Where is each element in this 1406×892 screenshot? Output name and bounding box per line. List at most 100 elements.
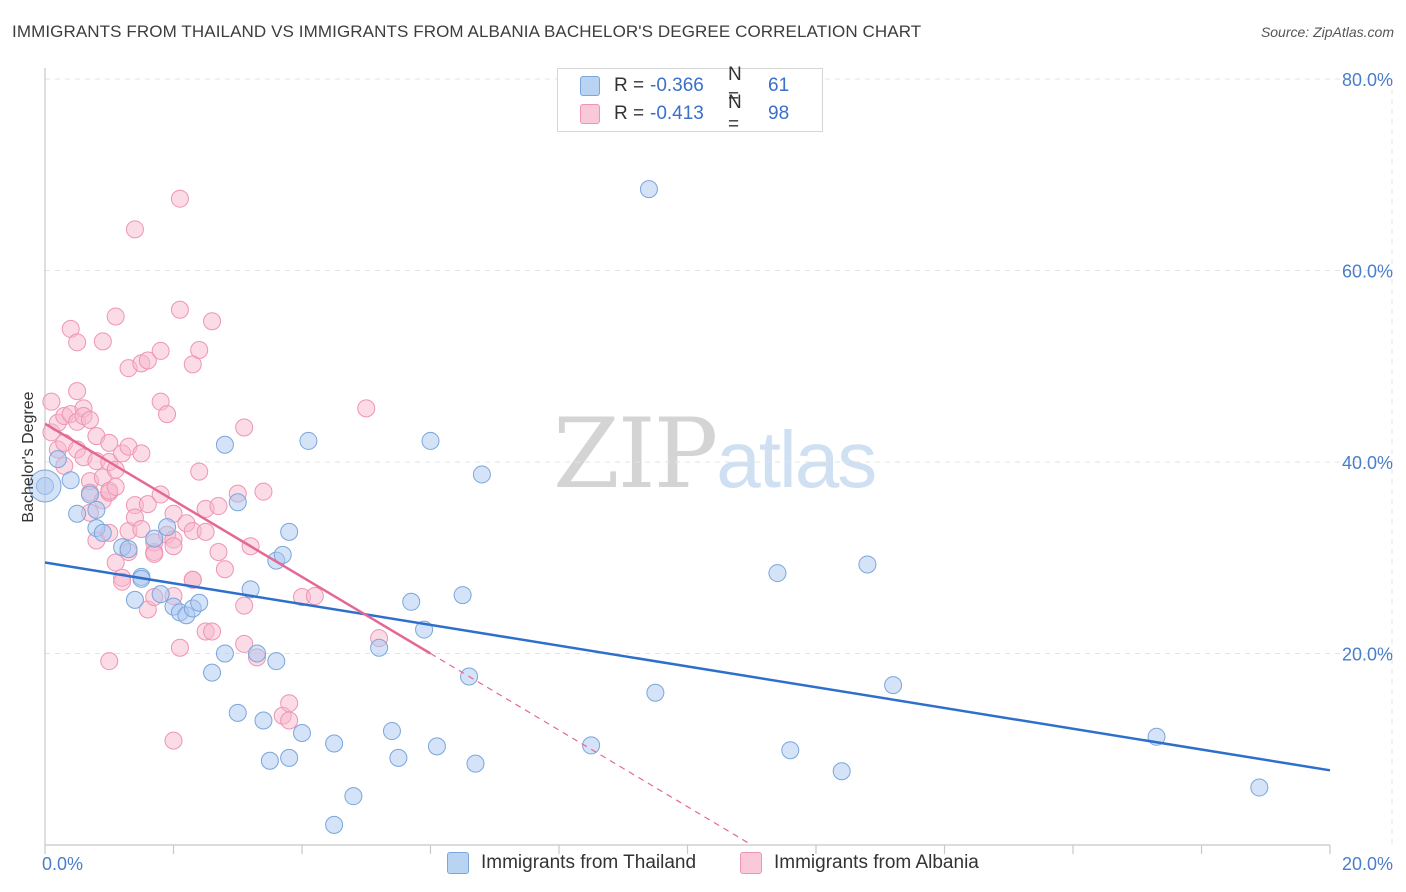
r-label: R = [614, 75, 645, 96]
thailand-trend-line [44, 561, 1331, 772]
albania-point [170, 300, 189, 319]
thailand-point [325, 815, 344, 834]
thailand-point [145, 529, 164, 548]
thailand-point [260, 751, 279, 770]
albania-r-value: -0.413 [650, 103, 704, 124]
thailand-point [190, 593, 209, 612]
albania-point [132, 520, 151, 539]
legend-item-thailand[interactable]: Immigrants from Thailand [447, 852, 696, 874]
thailand-point [273, 545, 292, 564]
thailand-point [646, 683, 665, 702]
albania-n-value: 98 [768, 103, 790, 124]
thailand-point [151, 585, 170, 604]
tick-labels: 20.0% 40.0% 60.0% 80.0% 0.0% 20.0% [42, 70, 1393, 874]
thailand-point [389, 748, 408, 767]
thailand-legend-label: Immigrants from Thailand [481, 852, 697, 873]
thailand-point [466, 754, 485, 773]
y-tick-label: 80.0% [1342, 70, 1393, 90]
thailand-point [267, 652, 286, 671]
albania-point [280, 694, 299, 713]
axes [44, 68, 1331, 854]
albania-point [235, 418, 254, 437]
albania-points [42, 189, 389, 750]
albania-point [42, 392, 61, 411]
albania-point [183, 570, 202, 589]
correlation-legend: R = -0.366 N = 61 R = -0.413 N = 98 [557, 64, 823, 135]
thailand-points [28, 180, 1269, 834]
thailand-point [639, 180, 658, 199]
y-tick-label: 20.0% [1342, 645, 1393, 665]
y-tick-label: 60.0% [1342, 262, 1393, 282]
albania-point [80, 410, 99, 429]
albania-trend-extension [430, 652, 753, 846]
albania-point [164, 731, 183, 750]
legend-row-albania: R = -0.413 N = 98 [580, 92, 790, 135]
thailand-point [427, 737, 446, 756]
albania-point [151, 341, 170, 360]
thailand-point [280, 522, 299, 541]
albania-point [170, 638, 189, 657]
albania-point [196, 522, 215, 541]
source-credit: Source: ZipAtlas.com [1260, 24, 1394, 40]
thailand-r-value: -0.366 [650, 75, 704, 96]
albania-point [132, 444, 151, 463]
thailand-point [48, 450, 67, 469]
thailand-point [61, 471, 80, 490]
watermark-zip: ZIP [553, 398, 718, 510]
x-tick-label: 20.0% [1342, 854, 1393, 874]
thailand-point [68, 504, 87, 523]
albania-swatch [580, 104, 600, 124]
albania-point [164, 537, 183, 556]
albania-point [203, 312, 222, 331]
albania-point [254, 482, 273, 501]
thailand-point [241, 580, 260, 599]
thailand-point [215, 644, 234, 663]
n-label: N = [728, 64, 742, 107]
thailand-point [832, 762, 851, 781]
y-tick-label: 40.0% [1342, 453, 1393, 473]
thailand-point [884, 676, 903, 695]
thailand-n-value: 61 [768, 75, 790, 96]
albania-point [357, 399, 376, 418]
albania-point [280, 711, 299, 730]
y-axis-label: Bachelor's Degree [20, 391, 37, 522]
legend-item-albania[interactable]: Immigrants from Albania [740, 852, 979, 874]
thailand-swatch [580, 76, 600, 96]
albania-point [138, 495, 157, 514]
albania-point [125, 220, 144, 239]
thailand-point [254, 711, 273, 730]
n-label: N = [728, 92, 742, 135]
x-tick-label: 0.0% [42, 854, 83, 874]
thailand-point [215, 435, 234, 454]
chart-title: IMMIGRANTS FROM THAILAND VS IMMIGRANTS F… [12, 22, 922, 41]
grid-lines [45, 78, 1393, 845]
albania-point [68, 333, 87, 352]
thailand-point [93, 523, 112, 542]
albania-point [235, 596, 254, 615]
albania-point [305, 587, 324, 606]
watermark-atlas: atlas [716, 415, 877, 504]
albania-point [106, 307, 125, 326]
watermark: ZIPatlas [553, 398, 877, 510]
albania-point [138, 351, 157, 370]
thailand-point [228, 493, 247, 512]
thailand-point [344, 787, 363, 806]
albania-point [190, 340, 209, 359]
thailand-point [119, 540, 138, 559]
albania-point [215, 560, 234, 579]
thailand-point [370, 638, 389, 657]
albania-trend-line [44, 422, 432, 655]
albania-legend-label: Immigrants from Albania [774, 852, 979, 873]
albania-point [170, 189, 189, 208]
albania-point [235, 634, 254, 653]
thailand-point [781, 741, 800, 760]
albania-point [209, 543, 228, 562]
thailand-point [80, 485, 99, 504]
thailand-point [453, 586, 472, 605]
thailand-point [402, 592, 421, 611]
r-label: R = [614, 103, 645, 124]
albania-legend-swatch [740, 852, 762, 874]
albania-point [93, 332, 112, 351]
thailand-point [158, 518, 177, 537]
